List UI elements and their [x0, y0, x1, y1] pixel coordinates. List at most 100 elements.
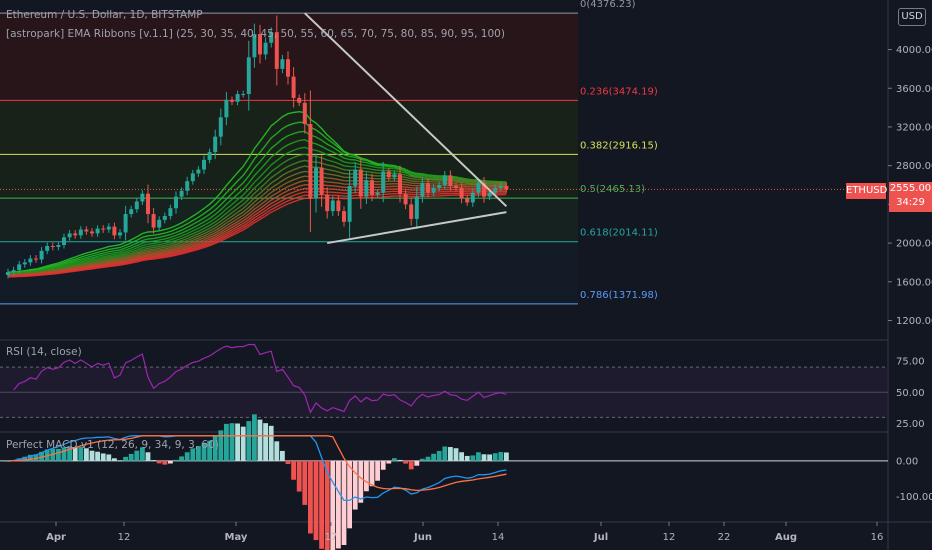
candle[interactable] [381, 171, 386, 193]
candle[interactable] [493, 187, 498, 193]
candle[interactable] [6, 272, 10, 276]
candle[interactable] [230, 99, 234, 102]
candle[interactable] [291, 76, 296, 98]
candle[interactable] [45, 245, 50, 251]
candle[interactable] [78, 229, 83, 236]
candle[interactable] [504, 185, 509, 190]
candle[interactable] [157, 219, 162, 228]
rsi-legend[interactable]: RSI (14, close) [6, 346, 82, 358]
candle[interactable] [34, 258, 38, 260]
candle[interactable] [448, 175, 453, 186]
candle[interactable] [375, 192, 380, 195]
macd-legend[interactable]: Perfect MACD v1 (12, 26, 9, 34, 9, 3, 60… [6, 439, 219, 451]
candle[interactable] [392, 174, 397, 178]
candle[interactable] [196, 169, 201, 174]
candle[interactable] [67, 233, 72, 238]
candle[interactable] [342, 211, 346, 222]
candle[interactable] [325, 194, 330, 212]
candle[interactable] [22, 262, 27, 265]
rsi-line[interactable] [13, 343, 507, 414]
candle[interactable] [442, 175, 447, 186]
candle[interactable] [179, 190, 184, 197]
candle[interactable] [11, 270, 16, 273]
candle[interactable] [274, 32, 279, 69]
candle[interactable] [185, 181, 190, 191]
candle[interactable] [426, 183, 430, 193]
candle[interactable] [409, 204, 414, 219]
candle[interactable] [140, 193, 145, 202]
candle[interactable] [112, 226, 117, 236]
candle[interactable] [151, 214, 156, 228]
candle[interactable] [347, 185, 352, 222]
candle[interactable] [28, 258, 33, 263]
symbol-legend[interactable]: Ethereum / U.S. Dollar, 1D, BITSTAMP [6, 9, 203, 21]
candle[interactable] [358, 169, 363, 197]
candle[interactable] [470, 192, 475, 203]
candle[interactable] [403, 193, 408, 205]
trendline-ascending[interactable] [327, 211, 507, 245]
candle[interactable] [235, 94, 240, 102]
currency-button[interactable]: USD [898, 8, 926, 26]
candle[interactable] [280, 59, 285, 69]
candle[interactable] [213, 136, 218, 153]
candle[interactable] [431, 187, 436, 193]
candle[interactable] [90, 231, 94, 234]
candle[interactable] [297, 97, 302, 103]
candle[interactable] [84, 229, 89, 232]
candle[interactable] [50, 245, 55, 247]
macd-signal-line[interactable] [7, 435, 507, 492]
candle[interactable] [106, 226, 111, 230]
candle[interactable] [101, 228, 106, 230]
candle[interactable] [146, 193, 150, 215]
candle[interactable] [454, 185, 458, 188]
candle[interactable] [190, 173, 195, 182]
candle[interactable] [174, 196, 178, 209]
candle[interactable] [482, 183, 486, 197]
candle[interactable] [252, 34, 257, 58]
candle[interactable] [364, 180, 369, 197]
candle[interactable] [437, 185, 442, 188]
candle[interactable] [162, 215, 167, 220]
candle[interactable] [134, 201, 139, 210]
candle[interactable] [129, 209, 134, 215]
candle[interactable] [95, 228, 100, 234]
candle[interactable] [498, 185, 503, 188]
candle[interactable] [56, 245, 61, 247]
candle[interactable] [330, 200, 335, 212]
candle[interactable] [370, 180, 374, 195]
candle[interactable] [302, 102, 307, 125]
trendline-descending[interactable] [304, 12, 508, 208]
candle[interactable] [118, 232, 122, 236]
candle[interactable] [336, 200, 341, 212]
candle[interactable] [386, 171, 391, 178]
candle[interactable] [353, 169, 358, 186]
candle[interactable] [420, 183, 425, 197]
candle[interactable] [314, 167, 318, 199]
candle[interactable] [465, 198, 470, 203]
candle[interactable] [202, 159, 206, 170]
candle[interactable] [487, 192, 492, 197]
candle[interactable] [269, 32, 274, 43]
candle[interactable] [319, 167, 324, 195]
candle[interactable] [168, 208, 173, 216]
ema-ribbon-legend[interactable]: [astropark] EMA Ribbons [v.1.1] (25, 30,… [6, 28, 505, 40]
candle[interactable] [263, 42, 268, 55]
candle[interactable] [62, 237, 66, 246]
candle[interactable] [73, 233, 78, 236]
candle[interactable] [414, 196, 419, 219]
candle[interactable] [224, 99, 229, 118]
candle[interactable] [246, 57, 251, 95]
candle[interactable] [459, 187, 464, 199]
candle[interactable] [398, 174, 402, 194]
candle[interactable] [241, 94, 246, 96]
candle[interactable] [308, 124, 313, 199]
candle[interactable] [207, 152, 212, 160]
candle[interactable] [39, 250, 44, 260]
candle[interactable] [17, 264, 22, 271]
candle[interactable] [286, 59, 290, 77]
candle[interactable] [123, 214, 128, 233]
candle[interactable] [258, 34, 262, 55]
candle[interactable] [218, 117, 223, 137]
candle[interactable] [476, 183, 481, 193]
